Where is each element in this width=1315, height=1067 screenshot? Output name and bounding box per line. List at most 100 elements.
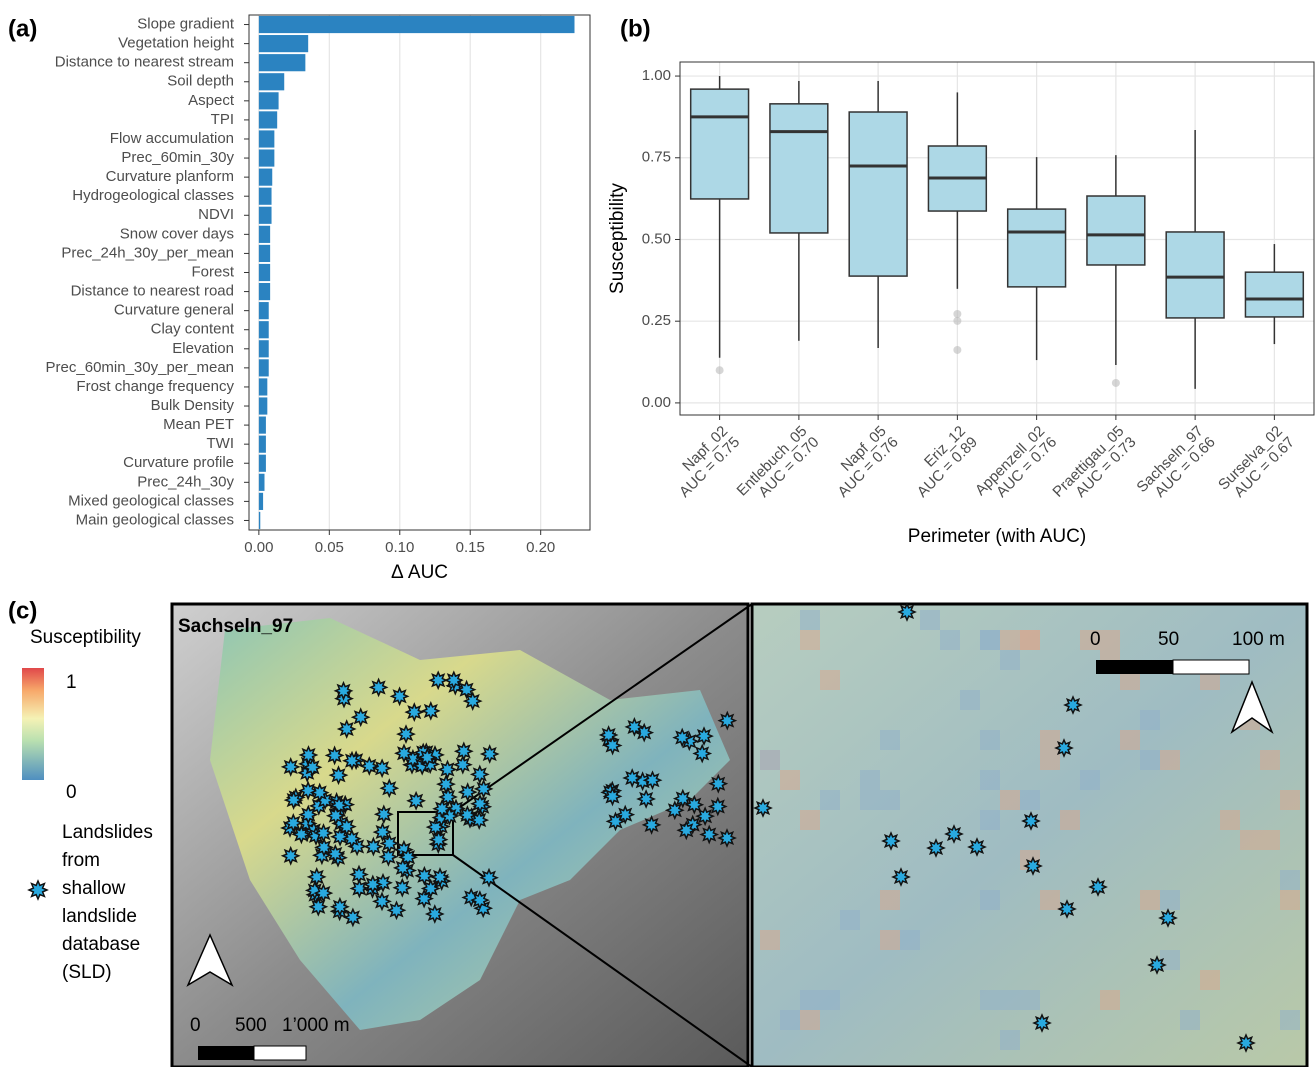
raster-cell xyxy=(1020,790,1040,810)
landslide-star xyxy=(701,827,717,843)
landslide-star xyxy=(472,892,488,908)
landslide-star xyxy=(29,881,47,899)
x-tick-label: 0.15 xyxy=(456,539,485,556)
bar xyxy=(259,455,266,472)
raster-cell xyxy=(1260,750,1280,770)
raster-cell xyxy=(820,670,840,690)
raster-cell xyxy=(1280,870,1300,890)
landslide-star xyxy=(465,693,481,709)
landslide-star xyxy=(283,848,299,864)
landslide-star xyxy=(345,909,361,925)
landslide-star xyxy=(336,683,352,699)
colorbar-max: 1 xyxy=(66,672,77,693)
y-tick-label: Clay content xyxy=(151,321,235,338)
box xyxy=(691,89,749,199)
box xyxy=(1008,209,1066,287)
y-tick-label: TWI xyxy=(207,435,235,452)
raster-cell xyxy=(1280,890,1300,910)
x-tick-label: 0.05 xyxy=(315,539,344,556)
bar xyxy=(259,359,269,376)
plot-border xyxy=(249,15,590,530)
landslide-star xyxy=(398,726,414,742)
raster-cell xyxy=(780,770,800,790)
landslide-star xyxy=(430,672,446,688)
landslide-star xyxy=(300,807,316,823)
legend-title: Susceptibility xyxy=(30,627,141,648)
landslide-star xyxy=(365,876,381,892)
y-tick-label: TPI xyxy=(211,111,234,128)
landslide-star xyxy=(438,776,454,792)
landslide-star xyxy=(472,766,488,782)
y-tick-label: Flow accumulation xyxy=(110,130,234,147)
landslide-star xyxy=(380,849,396,865)
y-tick-label: Prec_24h_30y_per_mean xyxy=(61,244,234,261)
bar xyxy=(259,264,270,281)
landslide-star xyxy=(893,869,909,885)
raster-cell xyxy=(880,790,900,810)
box xyxy=(1087,196,1145,265)
raster-cell xyxy=(1240,830,1260,850)
raster-cell xyxy=(1060,810,1080,830)
colorbar xyxy=(22,668,44,780)
landslide-star xyxy=(899,604,915,620)
raster-cell xyxy=(840,910,860,930)
raster-cell xyxy=(1100,990,1120,1010)
raster-cell xyxy=(1100,630,1120,650)
landslide-star xyxy=(644,817,660,833)
legend-point-label: Landslides xyxy=(62,822,153,843)
raster-cell xyxy=(980,770,1000,790)
raster-cell xyxy=(1020,630,1040,650)
outlier xyxy=(1112,379,1120,387)
landslide-star xyxy=(946,826,962,842)
bar xyxy=(259,493,263,510)
landslide-star xyxy=(371,679,387,695)
landslide-star xyxy=(638,791,654,807)
raster-cell xyxy=(1180,1010,1200,1030)
raster-cell xyxy=(860,790,880,810)
colorbar-min: 0 xyxy=(66,782,77,803)
landslide-star xyxy=(327,846,343,862)
landslide-star xyxy=(456,743,472,759)
raster-cell xyxy=(760,930,780,950)
landslide-star xyxy=(481,870,497,886)
y-tick-label: Forest xyxy=(191,263,234,280)
landslide-star xyxy=(331,767,347,783)
landslide-star xyxy=(332,899,348,915)
landslide-star xyxy=(361,758,377,774)
y-tick-label: NDVI xyxy=(198,206,234,223)
raster-cell xyxy=(1000,630,1020,650)
y-tick-label: Frost change frequency xyxy=(76,378,234,395)
y-tick-label: Elevation xyxy=(172,340,234,357)
scale-label: 0 xyxy=(1090,629,1101,650)
landslide-star xyxy=(605,738,621,754)
landslide-star xyxy=(696,728,712,744)
landslide-star xyxy=(1059,901,1075,917)
y-tick-label: Prec_60min_30y xyxy=(121,149,234,166)
y-tick-label: Aspect xyxy=(188,92,235,109)
bar xyxy=(259,169,272,186)
y-tick-label: Bulk Density xyxy=(151,397,235,414)
landslide-star xyxy=(315,885,331,901)
legend-point-label: from xyxy=(62,850,100,871)
box xyxy=(1166,232,1224,318)
bar xyxy=(259,73,284,90)
raster-cell xyxy=(800,990,820,1010)
scale-label: 100 m xyxy=(1232,629,1285,650)
landslide-star xyxy=(472,796,488,812)
raster-cell xyxy=(1160,890,1180,910)
points-legend-text: Landslidesfromshallowlandslidedatabase(S… xyxy=(62,822,153,983)
landslide-star xyxy=(710,799,726,815)
bar xyxy=(259,149,275,166)
scale-label: 1’000 m xyxy=(282,1015,350,1036)
bar xyxy=(259,302,269,319)
landslide-star xyxy=(482,746,498,762)
landslide-star xyxy=(395,860,411,876)
raster-cell xyxy=(980,730,1000,750)
landslide-star xyxy=(419,749,435,765)
raster-cell xyxy=(880,930,900,950)
y-tick-label: Soil depth xyxy=(167,73,234,90)
x-tick-label: 0.20 xyxy=(526,539,555,556)
raster-cell xyxy=(1200,970,1220,990)
x-tick-label: 0.10 xyxy=(385,539,414,556)
landslide-star xyxy=(423,881,439,897)
